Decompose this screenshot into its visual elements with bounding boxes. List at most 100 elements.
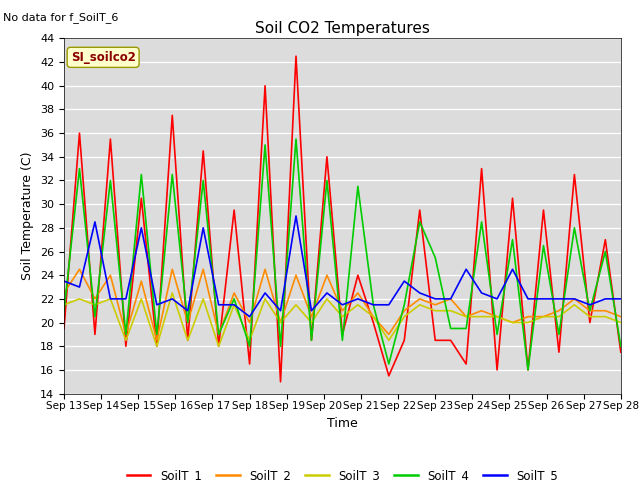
SoilT_5: [493, 296, 501, 302]
SoilT_2: [138, 278, 145, 284]
SoilT_1: [401, 337, 408, 343]
SoilT_4: [168, 172, 176, 178]
SoilT_5: [369, 302, 377, 308]
SoilT_1: [323, 154, 331, 160]
SoilT_3: [354, 302, 362, 308]
SoilT_2: [200, 266, 207, 272]
SoilT_5: [200, 225, 207, 231]
SoilT_5: [477, 290, 485, 296]
SoilT_1: [602, 237, 609, 242]
SoilT_2: [509, 320, 516, 325]
SoilT_5: [122, 296, 130, 302]
SoilT_4: [401, 302, 408, 308]
SoilT_5: [401, 278, 408, 284]
Text: SI_soilco2: SI_soilco2: [70, 51, 136, 64]
SoilT_3: [91, 302, 99, 308]
SoilT_5: [571, 296, 579, 302]
SoilT_3: [416, 302, 424, 308]
SoilT_1: [447, 337, 454, 343]
SoilT_4: [540, 243, 547, 249]
SoilT_2: [524, 314, 532, 320]
Text: No data for f_SoilT_6: No data for f_SoilT_6: [3, 12, 118, 23]
SoilT_4: [122, 332, 130, 337]
SoilT_5: [509, 266, 516, 272]
SoilT_3: [230, 302, 238, 308]
SoilT_2: [555, 308, 563, 313]
SoilT_5: [153, 302, 161, 308]
SoilT_1: [524, 367, 532, 373]
SoilT_5: [215, 302, 223, 308]
X-axis label: Time: Time: [327, 417, 358, 430]
SoilT_4: [276, 343, 284, 349]
SoilT_2: [416, 296, 424, 302]
SoilT_2: [477, 308, 485, 313]
SoilT_2: [493, 314, 501, 320]
SoilT_5: [339, 302, 346, 308]
SoilT_3: [184, 337, 191, 343]
SoilT_5: [276, 308, 284, 313]
SoilT_3: [323, 296, 331, 302]
SoilT_3: [586, 314, 594, 320]
SoilT_2: [540, 314, 547, 320]
SoilT_2: [261, 266, 269, 272]
SoilT_1: [555, 349, 563, 355]
SoilT_2: [230, 290, 238, 296]
Line: SoilT_2: SoilT_2: [64, 269, 621, 340]
SoilT_2: [369, 314, 377, 320]
Line: SoilT_5: SoilT_5: [64, 216, 621, 317]
SoilT_3: [261, 296, 269, 302]
SoilT_3: [369, 314, 377, 320]
SoilT_4: [524, 367, 532, 373]
SoilT_2: [168, 266, 176, 272]
SoilT_3: [122, 337, 130, 343]
SoilT_3: [602, 314, 609, 320]
Title: Soil CO2 Temperatures: Soil CO2 Temperatures: [255, 21, 430, 36]
SoilT_3: [493, 314, 501, 320]
SoilT_4: [91, 314, 99, 320]
SoilT_5: [60, 278, 68, 284]
SoilT_5: [168, 296, 176, 302]
SoilT_4: [138, 172, 145, 178]
SoilT_2: [323, 272, 331, 278]
SoilT_3: [168, 290, 176, 296]
Line: SoilT_1: SoilT_1: [64, 56, 621, 382]
SoilT_1: [416, 207, 424, 213]
SoilT_1: [230, 207, 238, 213]
SoilT_5: [246, 314, 253, 320]
SoilT_1: [215, 343, 223, 349]
SoilT_1: [571, 172, 579, 178]
SoilT_4: [153, 332, 161, 337]
SoilT_3: [153, 343, 161, 349]
SoilT_3: [401, 314, 408, 320]
SoilT_2: [106, 272, 115, 278]
SoilT_1: [339, 332, 346, 337]
SoilT_1: [617, 349, 625, 355]
SoilT_2: [602, 308, 609, 313]
SoilT_5: [261, 290, 269, 296]
SoilT_1: [354, 272, 362, 278]
SoilT_4: [385, 361, 392, 367]
SoilT_5: [76, 284, 83, 290]
SoilT_1: [184, 337, 191, 343]
SoilT_1: [60, 325, 68, 331]
SoilT_4: [555, 332, 563, 337]
SoilT_2: [91, 296, 99, 302]
SoilT_5: [555, 296, 563, 302]
SoilT_5: [91, 219, 99, 225]
SoilT_2: [153, 337, 161, 343]
SoilT_2: [76, 266, 83, 272]
SoilT_3: [617, 320, 625, 325]
SoilT_3: [540, 314, 547, 320]
SoilT_3: [447, 308, 454, 313]
SoilT_5: [323, 290, 331, 296]
SoilT_3: [292, 302, 300, 308]
SoilT_1: [106, 136, 115, 142]
SoilT_4: [477, 219, 485, 225]
SoilT_4: [230, 296, 238, 302]
SoilT_3: [76, 296, 83, 302]
SoilT_5: [524, 296, 532, 302]
SoilT_3: [215, 343, 223, 349]
SoilT_4: [493, 332, 501, 337]
SoilT_4: [509, 237, 516, 242]
SoilT_2: [617, 314, 625, 320]
